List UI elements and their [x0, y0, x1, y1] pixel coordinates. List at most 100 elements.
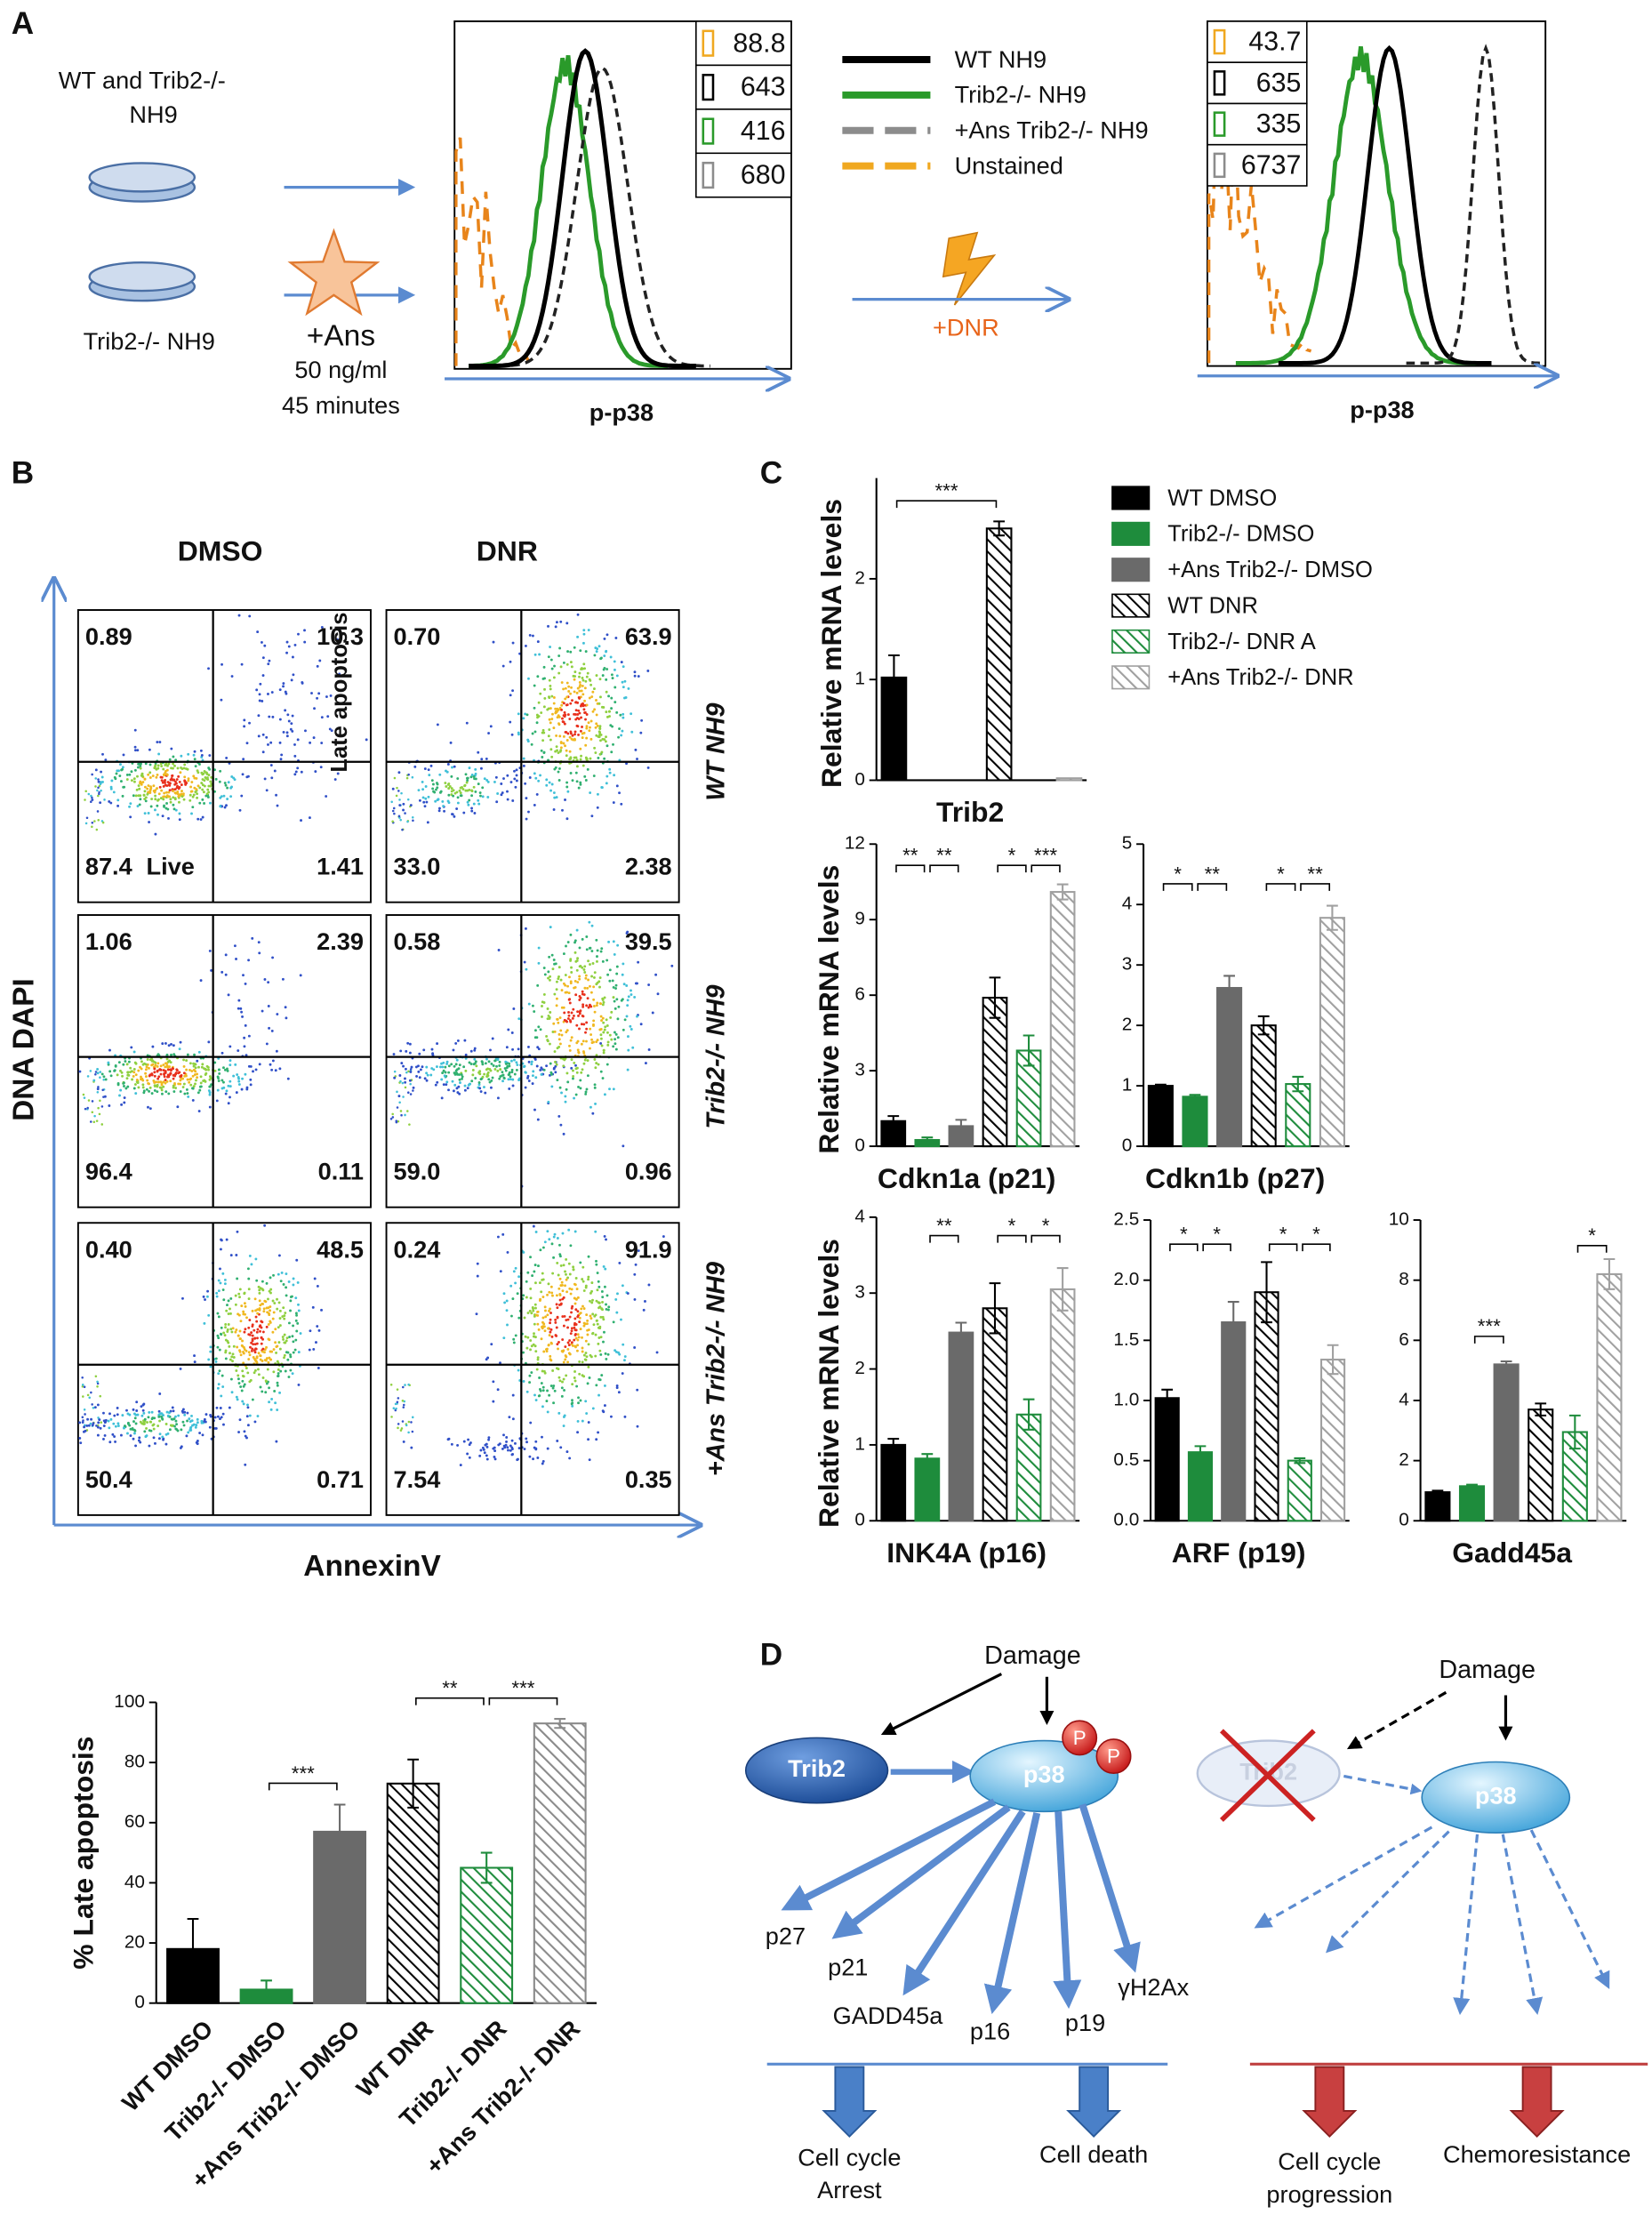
- error-bar: [1292, 1075, 1304, 1093]
- dot: [245, 1316, 248, 1320]
- dot: [284, 709, 287, 712]
- dot: [558, 1016, 562, 1019]
- dot: [524, 1335, 527, 1338]
- dot: [100, 1105, 104, 1108]
- dot: [597, 645, 601, 648]
- dot: [606, 1031, 609, 1034]
- dot: [218, 1071, 221, 1075]
- dot: [320, 626, 324, 629]
- dot: [174, 758, 178, 762]
- dot: [534, 1231, 538, 1233]
- dot: [168, 1428, 172, 1432]
- bar: [1596, 1272, 1623, 1522]
- dot: [473, 1062, 477, 1065]
- dot: [440, 1096, 444, 1100]
- dot: [148, 1410, 151, 1414]
- dot: [196, 1076, 199, 1079]
- dot: [612, 940, 615, 943]
- dot: [239, 1385, 243, 1388]
- dot: [630, 993, 633, 996]
- dot: [550, 782, 554, 786]
- dot: [168, 1059, 172, 1063]
- dot: [436, 1080, 439, 1084]
- significance-bracket: [1030, 864, 1061, 873]
- dot: [550, 953, 554, 957]
- dot: [582, 1062, 586, 1065]
- dot: [203, 784, 206, 788]
- dot: [568, 718, 572, 720]
- dot: [625, 932, 629, 935]
- dot: [148, 790, 152, 793]
- bar: [1049, 1288, 1076, 1522]
- dot: [517, 1457, 519, 1461]
- dot: [86, 1075, 90, 1078]
- row-label: +Ans Trib2-/- NH9: [702, 1262, 730, 1476]
- dot: [601, 1296, 605, 1299]
- dot: [459, 1464, 462, 1467]
- dot: [123, 1101, 126, 1104]
- dot: [316, 1284, 319, 1288]
- dot: [452, 1089, 455, 1093]
- dot: [587, 1328, 590, 1331]
- dot: [320, 1308, 323, 1312]
- dot: [161, 781, 164, 784]
- dot: [589, 1317, 593, 1320]
- dot: [578, 1320, 581, 1324]
- dot: [605, 1238, 607, 1241]
- dot: [265, 1357, 269, 1360]
- dot: [587, 1278, 590, 1281]
- dot: [161, 1092, 164, 1095]
- dot: [398, 1074, 402, 1077]
- dot: [275, 1351, 278, 1354]
- dot: [132, 1050, 136, 1054]
- dot: [579, 758, 582, 761]
- dot: [533, 1322, 536, 1326]
- dot: [542, 1068, 546, 1071]
- dot: [615, 710, 619, 714]
- dot: [595, 1054, 598, 1057]
- dot: [241, 1369, 245, 1373]
- dot: [179, 1040, 182, 1044]
- dot: [103, 1433, 107, 1437]
- y-tick-label: 0: [854, 1136, 865, 1156]
- quadrant-value: 0.71: [317, 1465, 364, 1493]
- dot: [397, 1397, 400, 1400]
- dot: [474, 790, 477, 793]
- dot: [423, 1077, 427, 1080]
- dot: [287, 645, 291, 648]
- dot: [136, 774, 139, 778]
- dot: [276, 1360, 279, 1363]
- dot: [134, 1422, 138, 1425]
- dot: [314, 770, 317, 774]
- dot: [144, 1435, 148, 1439]
- dot: [87, 792, 91, 796]
- dot-cloud: [78, 936, 302, 1126]
- dot: [603, 1234, 606, 1238]
- dot: [524, 1071, 527, 1074]
- dot: [522, 1294, 525, 1297]
- dot: [556, 1018, 559, 1021]
- legend-label: +Ans Trib2-/- NH9: [955, 116, 1149, 144]
- dot: [575, 1023, 579, 1027]
- dot: [589, 984, 591, 988]
- dot: [597, 1431, 600, 1434]
- dot: [584, 679, 588, 683]
- dot: [168, 795, 172, 799]
- dot: [255, 688, 259, 692]
- histogram-curve: [1406, 44, 1546, 365]
- dot: [608, 710, 611, 713]
- dot: [96, 1380, 99, 1384]
- dot: [530, 1312, 533, 1315]
- dot: [554, 962, 557, 966]
- dot: [195, 788, 198, 791]
- dot: [130, 779, 133, 782]
- dot: [636, 982, 638, 985]
- dot: [192, 1085, 196, 1088]
- dot: [601, 1016, 605, 1020]
- dot: [319, 766, 323, 769]
- dot: [293, 754, 297, 758]
- dot: [150, 1057, 154, 1061]
- dot: [188, 799, 192, 802]
- dot: [647, 1048, 651, 1051]
- dot: [573, 941, 576, 944]
